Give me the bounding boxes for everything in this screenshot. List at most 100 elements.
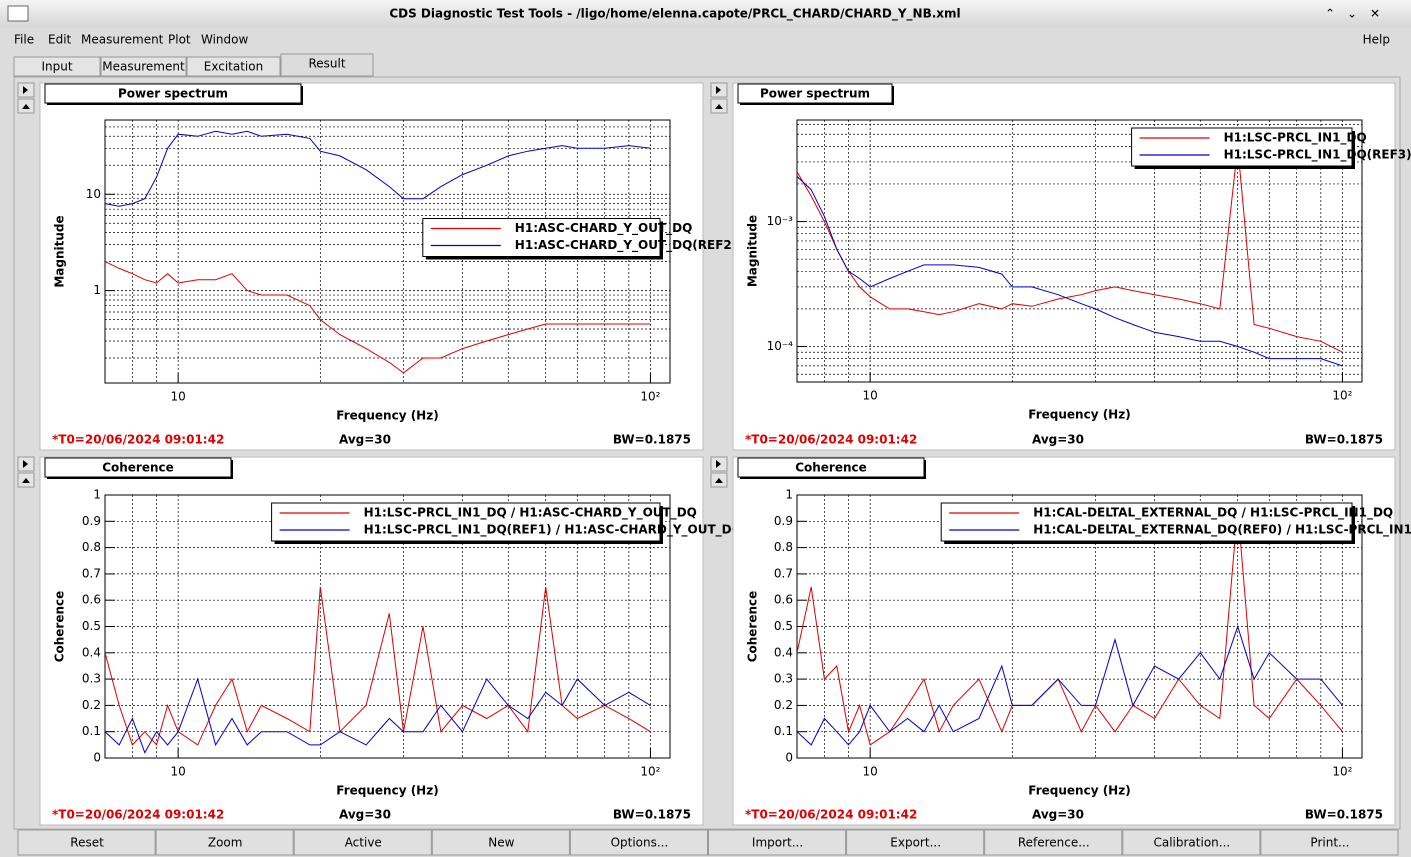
window-title: CDS Diagnostic Test Tools - /ligo/home/e… bbox=[389, 7, 960, 22]
arrow-icon bbox=[22, 104, 30, 109]
y-tick-label: 0.2 bbox=[774, 698, 793, 712]
button-label[interactable]: Reset bbox=[70, 836, 104, 850]
button[interactable] bbox=[293, 829, 432, 856]
y-tick-label: 1 bbox=[93, 488, 101, 502]
y-tick-label: 0 bbox=[785, 751, 793, 765]
window-icon[interactable] bbox=[7, 5, 29, 22]
arrow-icon bbox=[23, 460, 28, 468]
tab[interactable] bbox=[280, 53, 374, 77]
series-line bbox=[797, 176, 1343, 367]
legend-label: H1:CAL-DELTAL_EXTERNAL_DQ(REF0) / H1:LSC… bbox=[1033, 523, 1411, 538]
y-tick-label: 0.5 bbox=[82, 619, 101, 633]
title-box bbox=[737, 83, 893, 104]
button-label[interactable]: New bbox=[488, 836, 514, 850]
tab-label[interactable]: Excitation bbox=[204, 60, 263, 74]
button[interactable] bbox=[984, 829, 1123, 856]
y-tick-label: 1 bbox=[93, 283, 101, 297]
t0-label: *T0=20/06/2024 09:01:42 bbox=[745, 433, 917, 447]
y-axis-label: Magnitude bbox=[53, 215, 67, 287]
y-tick-label: 10 bbox=[86, 187, 101, 201]
legend-label: H1:LSC-PRCL_IN1_DQ bbox=[1224, 131, 1367, 146]
arrow-icon bbox=[22, 478, 30, 483]
plot-frame bbox=[796, 494, 1363, 759]
chart-title: Power spectrum bbox=[760, 87, 870, 101]
button-label[interactable]: Active bbox=[345, 836, 382, 850]
button[interactable] bbox=[155, 829, 294, 856]
menu-help[interactable]: Help bbox=[1363, 33, 1390, 47]
legend-label: H1:CAL-DELTAL_EXTERNAL_DQ / H1:LSC-PRCL_… bbox=[1033, 506, 1393, 521]
avg-label: Avg=30 bbox=[1032, 808, 1084, 822]
series-line bbox=[105, 261, 651, 374]
y-tick-label: 0.6 bbox=[82, 593, 101, 607]
x-axis-label: Frequency (Hz) bbox=[336, 409, 438, 423]
t0-label: *T0=20/06/2024 09:01:42 bbox=[52, 433, 224, 447]
button[interactable] bbox=[431, 829, 570, 856]
plot-frame bbox=[104, 119, 671, 384]
menu-item[interactable]: Plot bbox=[168, 33, 191, 47]
button[interactable] bbox=[1260, 829, 1399, 856]
chart-title: Coherence bbox=[102, 461, 174, 475]
y-tick-label: 0.2 bbox=[82, 698, 101, 712]
title-box bbox=[737, 457, 925, 478]
arrow-icon bbox=[23, 86, 28, 94]
tab-label[interactable]: Input bbox=[41, 60, 72, 74]
button-label[interactable]: Import... bbox=[752, 836, 803, 850]
y-tick-label: 0.8 bbox=[82, 540, 101, 554]
button[interactable] bbox=[1122, 829, 1261, 856]
button[interactable] bbox=[17, 829, 156, 856]
plot-frame bbox=[104, 494, 671, 759]
y-tick-label: 0.9 bbox=[774, 514, 793, 528]
close-button[interactable]: ✕ bbox=[1370, 7, 1380, 21]
t0-label: *T0=20/06/2024 09:01:42 bbox=[745, 808, 917, 822]
y-axis-label: Coherence bbox=[746, 591, 760, 663]
button-label[interactable]: Zoom bbox=[208, 836, 243, 850]
tab-label[interactable]: Measurement bbox=[102, 60, 185, 74]
x-tick-label: 10 bbox=[863, 389, 878, 403]
avg-label: Avg=30 bbox=[339, 808, 391, 822]
button-label[interactable]: Export... bbox=[890, 836, 941, 850]
menu-item[interactable]: File bbox=[14, 33, 34, 47]
avg-label: Avg=30 bbox=[1032, 433, 1084, 447]
button-label[interactable]: Reference... bbox=[1018, 836, 1090, 850]
button[interactable] bbox=[846, 829, 985, 856]
avg-label: Avg=30 bbox=[339, 433, 391, 447]
tab[interactable] bbox=[186, 56, 281, 77]
legend bbox=[422, 218, 661, 257]
menu-item[interactable]: Edit bbox=[48, 33, 72, 47]
y-tick-label: 0.7 bbox=[774, 566, 793, 580]
x-tick-label: 10 bbox=[171, 390, 186, 404]
menu-item[interactable]: Window bbox=[201, 33, 249, 47]
button-label[interactable]: Options... bbox=[611, 836, 669, 850]
button-label[interactable]: Print... bbox=[1310, 836, 1349, 850]
tab-label[interactable]: Result bbox=[308, 57, 345, 71]
bw-label: BW=0.1875 bbox=[1305, 433, 1383, 447]
chart-title: Power spectrum bbox=[118, 87, 228, 101]
y-tick-label: 0.3 bbox=[774, 672, 793, 686]
plot-frame bbox=[796, 119, 1363, 383]
arrow-icon bbox=[715, 104, 723, 109]
y-tick-label: 0 bbox=[93, 751, 101, 765]
y-tick-label: 10⁻⁴ bbox=[767, 339, 794, 353]
button-label[interactable]: Calibration... bbox=[1153, 836, 1230, 850]
menu-item[interactable]: Measurement bbox=[81, 33, 164, 47]
legend-label: H1:LSC-PRCL_IN1_DQ / H1:ASC-CHARD_Y_OUT_… bbox=[364, 506, 697, 521]
y-tick-label: 10⁻³ bbox=[767, 214, 794, 228]
button[interactable] bbox=[569, 829, 709, 856]
tab[interactable] bbox=[13, 56, 101, 77]
tab[interactable] bbox=[100, 56, 187, 77]
bw-label: BW=0.1875 bbox=[613, 808, 691, 822]
title-bar bbox=[0, 0, 1411, 28]
legend bbox=[271, 502, 661, 542]
y-tick-label: 0.1 bbox=[82, 724, 101, 738]
minimize-button[interactable]: ⌃ bbox=[1325, 7, 1335, 21]
bw-label: BW=0.1875 bbox=[613, 433, 691, 447]
y-tick-label: 0.7 bbox=[82, 566, 101, 580]
y-tick-label: 0.6 bbox=[774, 593, 793, 607]
button[interactable] bbox=[708, 829, 847, 856]
bw-label: BW=0.1875 bbox=[1305, 808, 1383, 822]
legend-label: H1:ASC-CHARD_Y_OUT_DQ(REF2) bbox=[515, 238, 737, 253]
arrow-icon bbox=[716, 86, 721, 94]
maximize-button[interactable]: ⌄ bbox=[1347, 7, 1357, 21]
y-tick-label: 0.3 bbox=[82, 672, 101, 686]
